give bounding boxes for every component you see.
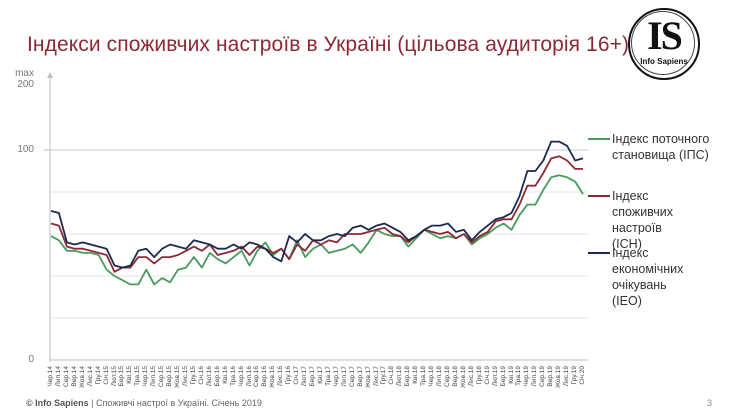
x-tick-label: Вер.19 xyxy=(547,366,555,387)
x-tick-label: Бер.19 xyxy=(499,366,507,387)
x-tick-label: Січ.18 xyxy=(388,366,396,385)
logo-name: Info Sapiens xyxy=(640,57,688,66)
legend-item-ich: Індекс споживчих настроїв (ІСН) xyxy=(588,188,692,252)
x-tick-label: Лис.19 xyxy=(563,366,571,387)
x-tick-label: Гру.15 xyxy=(189,366,197,385)
x-tick-label: Гру.16 xyxy=(285,366,293,385)
x-tick-label: Лип.16 xyxy=(245,366,253,387)
x-tick-label: Лис.15 xyxy=(181,366,189,387)
x-tick-label: Січ.20 xyxy=(579,366,586,385)
x-tick-label: Лип.19 xyxy=(531,366,539,387)
page-title: Індекси споживчих настроїв в Україні (ці… xyxy=(27,33,630,56)
x-tick-label: Гру.14 xyxy=(94,366,102,385)
x-tick-label: Кві.19 xyxy=(507,366,515,384)
series-line-ich xyxy=(50,155,583,273)
x-tick-label: Бер.15 xyxy=(118,366,126,387)
logo-ring-icon xyxy=(628,8,700,80)
x-tick-label: Лют.16 xyxy=(205,366,213,387)
x-tick-label: Січ.15 xyxy=(102,366,110,385)
x-tick-label: Лип.17 xyxy=(340,366,348,387)
x-tick-label: Лют.17 xyxy=(301,366,309,387)
x-tick-label: Кві.16 xyxy=(221,366,229,384)
x-tick-label: Гру.19 xyxy=(571,366,579,385)
x-tick-label: Лис.18 xyxy=(467,366,475,387)
x-tick-label: Жов.18 xyxy=(459,366,467,389)
x-tick-label: Січ.16 xyxy=(197,366,205,385)
footer-text: Споживчі настрої в Україні. Січень 2019 xyxy=(95,398,262,408)
x-tick-label: Лип.18 xyxy=(436,366,444,387)
x-tick-label: Лис.16 xyxy=(277,366,285,387)
series-lines xyxy=(50,140,584,286)
x-tick-label: Жов.15 xyxy=(174,366,182,389)
legend-line-ich-icon xyxy=(588,195,610,197)
x-tick-label: Вер.15 xyxy=(166,366,174,387)
x-tick-label: Тра.18 xyxy=(420,366,428,386)
legend-item-ieo: Індекс економічних очікувань (ІЕО) xyxy=(588,245,697,309)
x-tick-label: Жов.16 xyxy=(269,366,277,389)
x-tick-label: Січ.17 xyxy=(293,366,301,385)
x-tick-label: Тра.15 xyxy=(134,366,142,386)
series-line-ips xyxy=(50,174,584,286)
x-tick-label: Чер.17 xyxy=(332,366,340,387)
x-tick-label: Жов.19 xyxy=(555,366,563,389)
x-tick-label: Вер.17 xyxy=(356,366,364,387)
y-axis-arrow-icon xyxy=(47,72,53,78)
x-tick-label: Лип.15 xyxy=(150,366,158,387)
x-tick-label: Сер.14 xyxy=(62,366,70,387)
legend-line-ieo-icon xyxy=(588,252,610,254)
legend-label-ieo: Індекс економічних очікувань (ІЕО) xyxy=(612,246,684,308)
x-tick-label: Січ.19 xyxy=(483,366,491,385)
x-tick-label: Сер.15 xyxy=(158,366,166,387)
x-tick-label: Лип.14 xyxy=(54,366,62,387)
x-tick-label: Бер.16 xyxy=(213,366,221,387)
x-tick-label: Лис.14 xyxy=(86,366,94,387)
x-tick-label: Кві.17 xyxy=(316,366,324,384)
x-tick-label: Чер.16 xyxy=(237,366,245,387)
x-tick-label: Гру.17 xyxy=(380,366,388,385)
y-axis-max-label: max xyxy=(15,68,34,79)
x-tick-label: Бер.18 xyxy=(404,366,412,387)
x-tick-label: Тра.19 xyxy=(515,366,523,386)
x-tick-label: Вер.16 xyxy=(261,366,269,387)
x-tick-label: Сер.17 xyxy=(348,366,356,387)
x-tick-label: Сер.18 xyxy=(444,366,451,387)
page-number: 3 xyxy=(707,398,713,408)
x-tick-label: Лют.15 xyxy=(110,366,118,387)
x-tick-label: Чер.14 xyxy=(47,366,54,387)
series-line-ieo xyxy=(50,140,584,269)
x-tick-label: Тра.17 xyxy=(324,366,332,386)
legend-item-ips: Індекс поточного становища (ІПС) xyxy=(588,131,737,163)
x-tick-label: Кві.15 xyxy=(126,366,134,384)
logo-inner-ring-icon xyxy=(631,11,695,75)
x-tick-label: Вер.14 xyxy=(70,366,78,387)
x-tick-label: Сер.16 xyxy=(253,366,261,387)
x-tick-label: Вер.18 xyxy=(451,366,459,387)
x-tick-label: Бер.17 xyxy=(309,366,317,387)
logo-initials: IS xyxy=(647,13,683,58)
legend-label-ich: Індекс споживчих настроїв (ІСН) xyxy=(612,189,673,251)
x-tick-label: Жов.14 xyxy=(78,366,86,389)
gridlines xyxy=(50,191,588,319)
x-tick-label: Лют.18 xyxy=(396,366,404,387)
x-tick-label: Лют.19 xyxy=(491,366,499,387)
x-tick-label: Чер.18 xyxy=(428,366,436,387)
footer-brand: © Info Sapiens xyxy=(26,398,89,408)
x-tick-label: Чер.15 xyxy=(142,366,150,387)
footer-separator: | xyxy=(88,398,96,408)
footer: © Info Sapiens | Споживчі настрої в Укра… xyxy=(26,398,262,408)
y-axis-200-label: 200 xyxy=(17,79,34,90)
x-tick-label: Лис.17 xyxy=(372,366,380,387)
y-axis-100-label: 100 xyxy=(17,144,34,155)
x-tick-label: Кві.18 xyxy=(412,366,420,384)
x-tick-label: Тра.16 xyxy=(229,366,237,386)
x-tick-label: Чер.19 xyxy=(523,366,531,387)
x-tick-label: Гру.18 xyxy=(475,366,483,385)
y-axis-0-label: 0 xyxy=(28,354,34,365)
x-tick-label: Жов.17 xyxy=(364,366,372,389)
legend-line-ips-icon xyxy=(588,138,610,140)
info-sapiens-logo: IS Info Sapiens xyxy=(628,8,700,80)
x-tick-label: Сер.19 xyxy=(539,366,547,387)
legend-label-ips: Індекс поточного становища (ІПС) xyxy=(612,132,710,162)
